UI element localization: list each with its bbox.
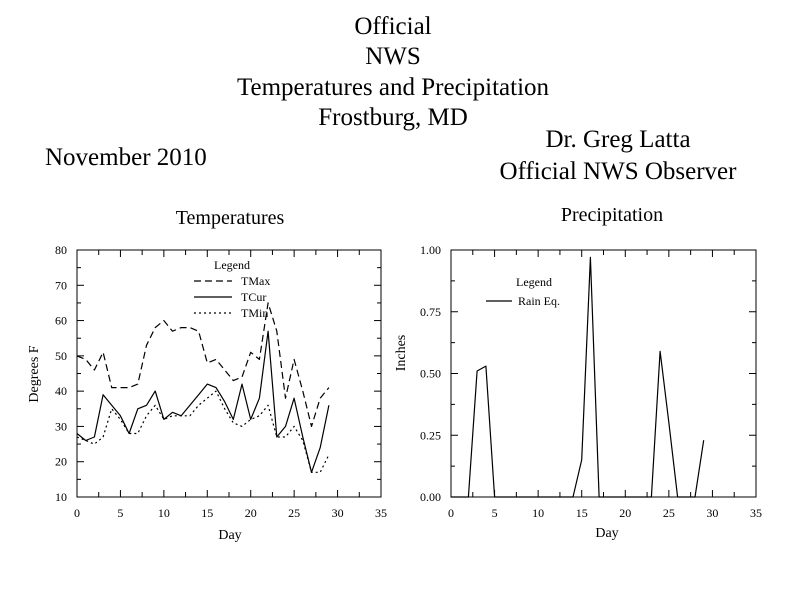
- chart2-plot-frame: [450, 249, 757, 498]
- chart2-ytick-label: 0.50: [420, 367, 441, 381]
- chart1-plot-frame: [76, 249, 382, 498]
- chart2-xtick-label: 15: [576, 506, 588, 520]
- chart2-ylabel: Inches: [394, 335, 409, 372]
- chart2-ytick-label: 0.00: [420, 490, 441, 504]
- chart2-xlabel: Day: [595, 526, 618, 541]
- chart2-ytick-label: 0.25: [420, 428, 441, 442]
- title-line-1: Official: [354, 13, 432, 40]
- chart1-xtick-label: 15: [201, 506, 213, 520]
- chart1-xtick-label: 0: [74, 506, 80, 520]
- chart2-ytick-label: 1.00: [420, 243, 441, 257]
- chart2-series-rain-eq: [451, 256, 705, 498]
- chart1-xtick-label: 30: [332, 506, 344, 520]
- chart2-legend-title: Legend: [516, 275, 552, 289]
- chart1-legend-label: TMax: [241, 274, 270, 288]
- chart1-ytick-label: 30: [55, 419, 67, 433]
- chart1-ytick-label: 80: [55, 243, 67, 257]
- chart1-ytick-label: 40: [55, 384, 67, 398]
- chart1-xtick-label: 25: [288, 506, 300, 520]
- chart1-legend-label: TCur: [241, 290, 266, 304]
- month-label: November 2010: [45, 144, 207, 171]
- chart1-xtick-label: 5: [117, 506, 123, 520]
- chart1-legend-label: TMin: [241, 306, 268, 320]
- chart1-ylabel: Degrees F: [27, 345, 42, 402]
- chart2-xtick-label: 25: [663, 506, 675, 520]
- chart2-xtick-label: 10: [532, 506, 544, 520]
- chart1-ytick-label: 20: [55, 455, 67, 469]
- chart1-xtick-label: 20: [245, 506, 257, 520]
- chart2-legend-label: Rain Eq.: [518, 294, 560, 308]
- chart1-xtick-label: 10: [158, 506, 170, 520]
- chart1-ytick-label: 70: [55, 278, 67, 292]
- chart1-legend-title: Legend: [214, 258, 250, 272]
- chart1-series-tmin: [76, 390, 330, 473]
- chart2-ytick-label: 0.75: [420, 305, 441, 319]
- chart1-title: Temperatures: [176, 207, 285, 229]
- title-line-2: NWS: [365, 43, 421, 70]
- chart2-xtick-label: 0: [448, 506, 454, 520]
- chart2-xtick-label: 5: [492, 506, 498, 520]
- chart2-title: Precipitation: [561, 204, 663, 226]
- chart1-xtick-label: 35: [375, 506, 387, 520]
- chart1-ytick-label: 50: [55, 349, 67, 363]
- title-line-3: Temperatures and Precipitation: [236, 74, 550, 101]
- chart2-xtick-label: 20: [619, 506, 631, 520]
- title-line-4: Frostburg, MD: [318, 104, 468, 131]
- observer-title: Official NWS Observer: [499, 158, 737, 185]
- chart2-xtick-label: 35: [750, 506, 762, 520]
- observer-name: Dr. Greg Latta: [545, 126, 691, 153]
- chart2-xtick-label: 30: [706, 506, 718, 520]
- chart1-xlabel: Day: [218, 528, 241, 543]
- chart1-series-tmax: [76, 302, 330, 427]
- chart1-series-tcur: [76, 330, 330, 473]
- chart1-ytick-label: 60: [55, 314, 67, 328]
- chart1-ytick-label: 10: [55, 490, 67, 504]
